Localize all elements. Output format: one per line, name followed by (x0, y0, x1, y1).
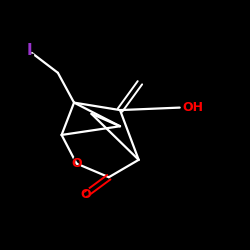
Text: OH: OH (182, 101, 203, 114)
Text: I: I (26, 43, 32, 58)
Text: O: O (80, 186, 90, 204)
Text: I: I (24, 41, 35, 60)
Text: O: O (72, 154, 82, 172)
Text: O: O (80, 188, 90, 201)
Text: O: O (71, 157, 82, 170)
Text: OH: OH (182, 98, 202, 116)
